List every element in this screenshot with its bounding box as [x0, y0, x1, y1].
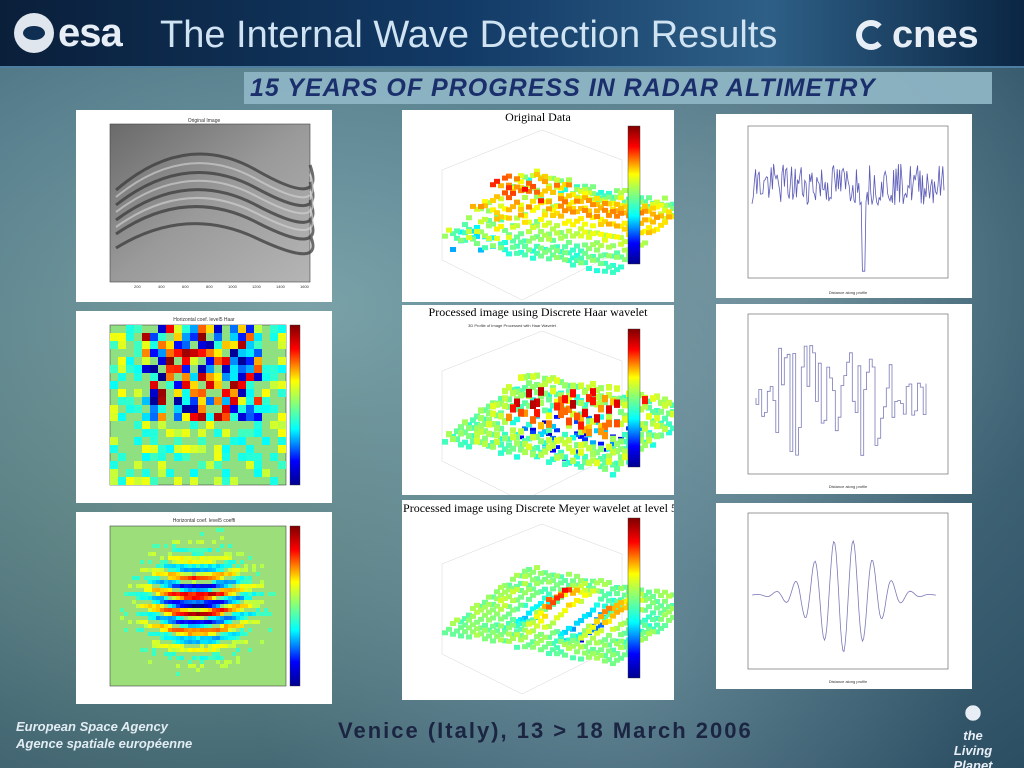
svg-text:400: 400: [158, 284, 165, 289]
panel-original-image: Original Image 200 400 600 800 1000 1200 140…: [76, 110, 332, 302]
panel-caption: Processed image using Discrete Haar wave…: [428, 305, 648, 319]
panel-original-3d: Original Data: [402, 110, 674, 302]
panel-caption: Processed image using Discrete Meyer wav…: [403, 501, 674, 515]
living-planet-line2: Living Planet: [953, 743, 993, 768]
cnes-logo-icon: [856, 20, 886, 50]
panel-profile-meyer: Distance along profile: [716, 503, 972, 689]
living-planet-icon: [959, 700, 987, 726]
svg-text:1200: 1200: [252, 284, 262, 289]
panel-label: Horizontal coef. level5 Haar: [173, 317, 235, 323]
event-location: Venice (Italy), 13 > 18 March 2006: [338, 718, 753, 743]
panel-meyer-3d: Processed image using Discrete Meyer wav…: [402, 500, 674, 700]
esa-logo: esa: [14, 10, 144, 56]
axis-label: Distance along profile: [829, 679, 868, 684]
panel-caption: Original Data: [505, 110, 571, 124]
panel-label: Horizontal coef. level5 coeffi: [173, 518, 235, 524]
esa-logo-text: esa: [58, 10, 123, 55]
page-title: The Internal Wave Detection Results: [160, 14, 778, 56]
cnes-logo-text: cnes: [892, 13, 979, 56]
panel-meyer-2d: Horizontal coef. level5 coeffi: [76, 512, 332, 704]
svg-text:800: 800: [206, 284, 213, 289]
colorbar: [289, 525, 301, 687]
sar-image: [109, 123, 311, 283]
axis-label: Distance along profile: [829, 484, 868, 489]
colorbar: [627, 517, 641, 679]
panel-inner-title: 3D Profile of Image Processed with Haar …: [468, 323, 557, 328]
svg-text:600: 600: [182, 284, 189, 289]
esa-agency-text: European Space Agency Agence spatiale eu…: [16, 718, 192, 752]
svg-text:1000: 1000: [228, 284, 238, 289]
subtitle: 15 YEARS OF PROGRESS IN RADAR ALTIMETRY: [250, 74, 876, 102]
agency-name-en: European Space Agency: [16, 719, 168, 734]
panel-haar-2d: Horizontal coef. level5 Haar: [76, 311, 332, 503]
panel-label: Original Image: [188, 118, 221, 124]
subtitle-banner: [244, 72, 992, 104]
esa-logo-icon: [14, 13, 54, 53]
svg-text:1600: 1600: [300, 284, 310, 289]
svg-text:1400: 1400: [276, 284, 286, 289]
panel-profile-original: Distance along profile: [716, 114, 972, 298]
cnes-logo: cnes: [856, 14, 979, 56]
header-bar: esa The Internal Wave Detection Results …: [0, 0, 1024, 68]
svg-text:200: 200: [134, 284, 141, 289]
colorbar: [627, 125, 641, 265]
agency-name-fr: Agence spatiale européenne: [16, 736, 193, 751]
panel-haar-3d: Processed image using Discrete Haar wave…: [402, 305, 674, 495]
living-planet-line1: the: [963, 728, 983, 743]
colorbar: [627, 328, 641, 468]
colorbar: [289, 324, 301, 486]
sar-wave-crests: [115, 152, 315, 256]
panel-profile-haar: Distance along profile: [716, 304, 972, 494]
axis-label: Distance along profile: [829, 290, 868, 295]
living-planet-logo: the Living Planet: [938, 700, 1008, 768]
